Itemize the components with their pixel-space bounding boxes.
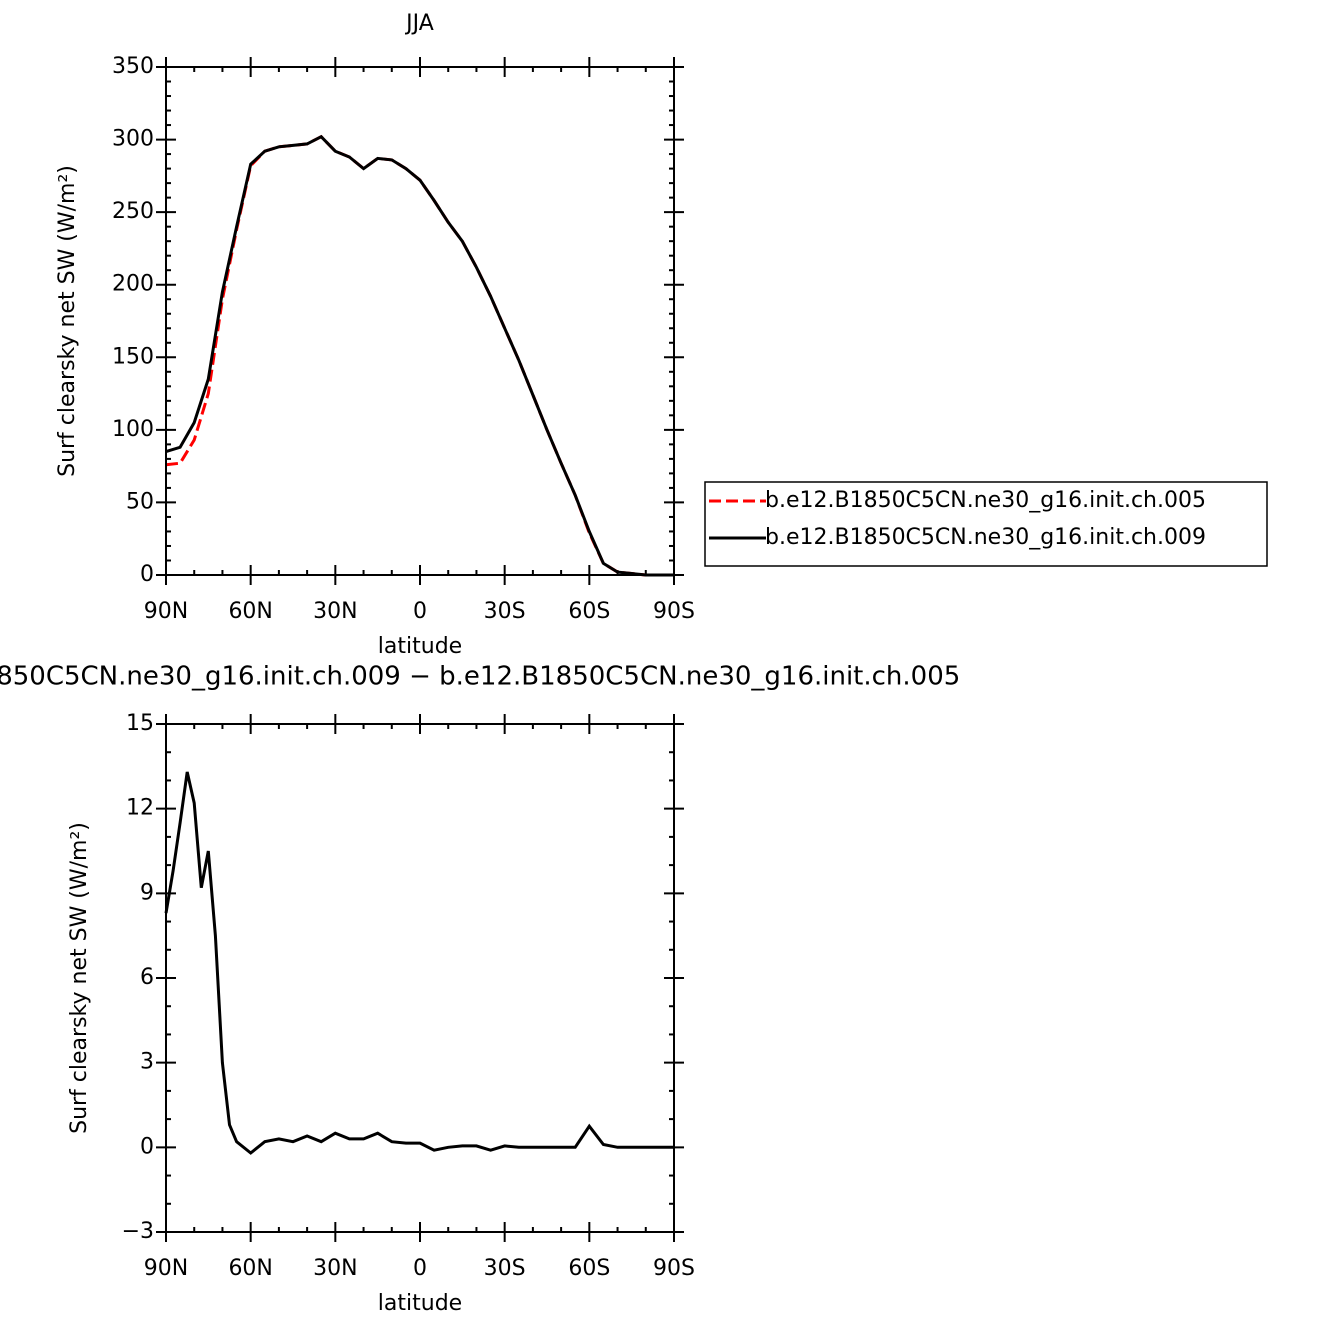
y-tick-label: 12 <box>126 796 154 821</box>
x-tick-label: 60S <box>568 1256 610 1281</box>
x-tick-label: 0 <box>413 1256 427 1281</box>
y-tick-label: 0 <box>140 562 154 587</box>
x-tick-label: 60N <box>228 599 272 624</box>
chart-title: JJA <box>404 11 434 36</box>
x-tick-label: 0 <box>413 599 427 624</box>
y-tick-label: 150 <box>112 344 154 369</box>
y-tick-label: 250 <box>112 199 154 224</box>
legend: b.e12.B1850C5CN.ne30_g16.init.ch.005 b.e1… <box>704 481 1268 567</box>
y-tick-label: 6 <box>140 965 154 990</box>
plot-frame <box>165 723 675 1233</box>
x-tick-label: 60S <box>568 599 610 624</box>
chart-title: b.e12.B1850C5CN.ne30_g16.init.ch.009 − b… <box>0 662 960 692</box>
y-tick-label: 100 <box>112 417 154 442</box>
x-axis-label: latitude <box>378 1291 462 1316</box>
y-tick-label: 50 <box>126 489 154 514</box>
data-line <box>165 134 674 577</box>
x-tick-label: 90S <box>653 1256 695 1281</box>
y-tick-label: 0 <box>140 1134 154 1159</box>
legend-box <box>704 481 1268 567</box>
x-tick-label: 30S <box>484 1256 526 1281</box>
y-axis-label: Surf clearsky net SW (W/m²) <box>67 822 92 1134</box>
x-tick-label: 90N <box>144 1256 188 1281</box>
y-tick-label: 15 <box>126 711 154 736</box>
x-tick-label: 30S <box>484 599 526 624</box>
y-tick-label: 350 <box>112 54 154 79</box>
x-axis-label: latitude <box>378 634 462 659</box>
y-tick-label: 300 <box>112 127 154 152</box>
y-tick-label: −3 <box>122 1219 154 1244</box>
plot-frame <box>165 66 675 576</box>
x-tick-label: 60N <box>228 1256 272 1281</box>
x-tick-label: 90N <box>144 599 188 624</box>
y-tick-label: 3 <box>140 1050 154 1075</box>
x-tick-label: 30N <box>313 599 357 624</box>
y-tick-label: 9 <box>140 880 154 905</box>
y-tick-label: 200 <box>112 272 154 297</box>
legend-label: b.e12.B1850C5CN.ne30_g16.init.ch.009 <box>765 525 1206 550</box>
legend-label: b.e12.B1850C5CN.ne30_g16.init.ch.005 <box>765 488 1206 513</box>
x-tick-label: 30N <box>313 1256 357 1281</box>
x-tick-label: 90S <box>653 599 695 624</box>
data-line <box>164 771 674 1155</box>
y-axis-label: Surf clearsky net SW (W/m²) <box>55 165 80 477</box>
